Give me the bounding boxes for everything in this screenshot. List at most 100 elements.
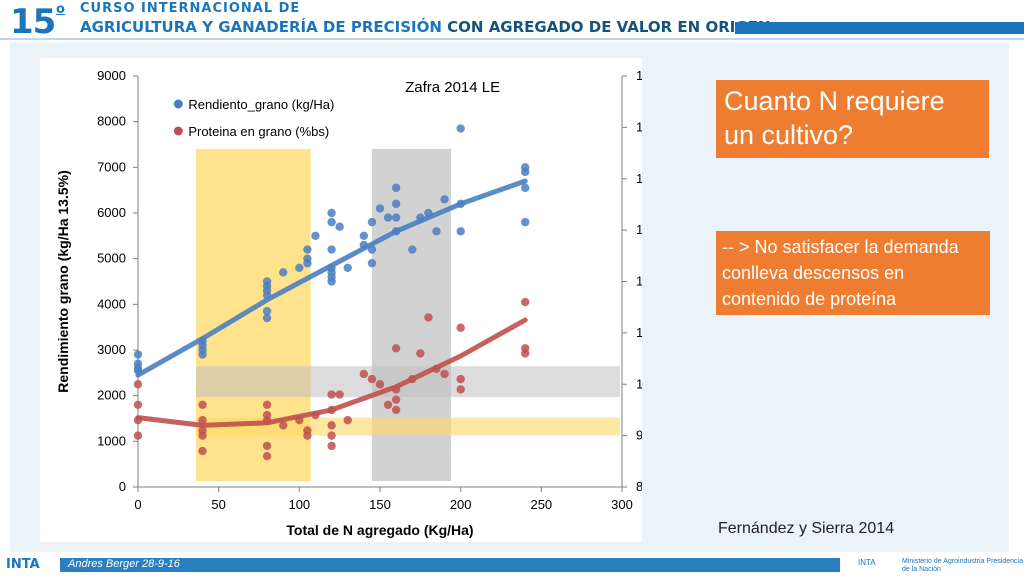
legend-label-protein: Proteina en grano (%bs) <box>188 124 329 139</box>
protein-point <box>133 400 143 409</box>
x-tick-label: 50 <box>211 497 225 512</box>
yield-point <box>343 263 352 272</box>
x-tick-label: 100 <box>288 497 310 512</box>
yield-point <box>295 263 304 272</box>
protein-point <box>327 431 336 440</box>
course-title-suffix: CON AGREGADO DE VALOR EN ORIGEN <box>441 18 771 36</box>
y-tick-label: 3000 <box>97 342 126 357</box>
protein-point <box>295 416 304 425</box>
protein-point <box>311 410 320 420</box>
band-horizontal-yellow <box>196 417 620 436</box>
protein-point <box>456 323 465 332</box>
protein-point <box>391 385 401 394</box>
chart-container: 0 50 100 150 200 250 300 0 1000 2000 3000 4000 5000 6… <box>40 58 685 542</box>
yield-point <box>262 313 272 323</box>
slide-footer: INTA Andres Berger 28-9-16 INTA Minister… <box>0 556 1024 576</box>
protein-point <box>391 405 401 415</box>
protein-point <box>327 421 336 430</box>
protein-point <box>262 451 272 461</box>
yield-point <box>359 231 369 241</box>
protein-point <box>133 431 143 440</box>
yield-point <box>521 167 530 177</box>
yield-point <box>327 245 336 254</box>
protein-point <box>416 349 425 358</box>
yield-point <box>391 227 401 236</box>
footer-bar <box>60 558 840 572</box>
legend-marker-protein <box>173 126 183 136</box>
yield-point <box>359 240 369 250</box>
y2-tick-label: 14 <box>636 171 642 186</box>
yield-point <box>375 204 385 213</box>
x-tick-label: 300 <box>611 497 633 512</box>
x-tick-label: 250 <box>530 497 552 512</box>
yield-point <box>262 306 272 316</box>
chart-svg: 0 50 100 150 200 250 3000100020003000400050006… <box>55 68 685 538</box>
yield-point <box>367 217 377 227</box>
yield-point <box>440 195 449 204</box>
yield-point <box>311 231 320 241</box>
y-tick-label: 0 <box>119 479 126 494</box>
protein-point <box>327 441 336 451</box>
yield-point <box>383 213 393 222</box>
note-callout: -- > No satisfacer la demanda conlleva d… <box>716 231 990 315</box>
course-title-line2: AGRICULTURA Y GANADERÍA DE PRECISIÓN CON… <box>80 18 770 36</box>
legend-marker-yield <box>173 99 183 109</box>
protein-point <box>335 390 344 399</box>
protein-point <box>262 441 272 451</box>
protein-point <box>303 431 312 440</box>
header-stripe <box>735 22 1024 34</box>
y-tick-label: 6000 <box>97 205 126 220</box>
y-tick-label: 8000 <box>97 114 126 129</box>
y2-tick-label: 12 <box>636 274 642 289</box>
y2-tick-label: 9 <box>636 428 642 443</box>
protein-point <box>456 374 465 384</box>
y2-tick-label: 15 <box>636 119 642 134</box>
yield-point <box>456 227 465 236</box>
yield-point <box>367 259 377 268</box>
y2-tick-label: 10 <box>636 376 642 391</box>
ministry-logo: Ministerio de Agroindustria Presidencia … <box>902 558 1024 573</box>
yield-point <box>327 208 336 218</box>
x-tick-label: 0 <box>134 497 141 512</box>
yield-point <box>262 291 272 300</box>
yield-point <box>416 213 425 222</box>
yield-point <box>279 268 288 277</box>
yield-point <box>456 124 465 133</box>
protein-point <box>133 380 143 389</box>
inta-logo: INTA <box>6 557 40 572</box>
protein-point <box>391 344 401 353</box>
protein-point <box>262 416 272 425</box>
course-number: 15 <box>10 2 56 42</box>
protein-point <box>456 385 465 394</box>
slide-header: 15 o CURSO INTERNACIONAL DE AGRICULTURA … <box>0 0 1024 44</box>
yield-point <box>521 183 530 193</box>
yield-point <box>327 277 336 286</box>
course-ordinal: o <box>56 2 65 17</box>
yield-point <box>521 217 530 227</box>
course-title-line1: CURSO INTERNACIONAL DE <box>80 1 301 16</box>
protein-point <box>262 400 272 409</box>
author-date: Andres Berger 28-9-16 <box>68 558 180 570</box>
y-tick-label: 1000 <box>97 433 126 448</box>
yield-point <box>408 245 417 254</box>
protein-point <box>367 374 377 384</box>
protein-point <box>440 369 449 379</box>
y-axis-label: Rendimiento grano (kg/Ha 13.5%) <box>55 170 71 392</box>
protein-point <box>359 369 369 379</box>
protein-point <box>198 400 207 409</box>
protein-point <box>391 395 401 404</box>
yield-point <box>133 350 143 359</box>
header-divider <box>0 38 1024 40</box>
x-tick-label: 200 <box>450 497 472 512</box>
y-tick-label: 4000 <box>97 296 126 311</box>
yield-point <box>432 227 441 236</box>
protein-point <box>343 416 352 425</box>
yield-point <box>391 213 401 222</box>
legend-label-yield: Rendiento_grano (kg/Ha) <box>188 97 334 112</box>
protein-point <box>327 390 336 399</box>
yield-point <box>198 350 207 359</box>
source-citation: Fernández y Sierra 2014 <box>718 520 895 537</box>
yield-point <box>303 245 312 254</box>
protein-point <box>375 380 385 389</box>
y-tick-label: 9000 <box>97 68 126 83</box>
